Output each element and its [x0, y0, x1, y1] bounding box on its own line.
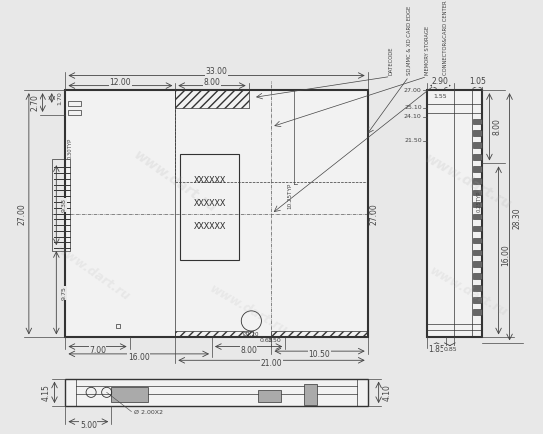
Text: 16.00: 16.00	[501, 244, 510, 266]
Text: 0.85: 0.85	[443, 347, 457, 352]
Text: XXXXXX: XXXXXX	[193, 176, 226, 185]
Text: www.dart.ru: www.dart.ru	[427, 264, 510, 319]
Bar	[68, 101, 81, 106]
Bar	[473, 309, 482, 315]
Bar	[473, 273, 482, 279]
Text: 8.00: 8.00	[493, 118, 501, 135]
Bar	[473, 166, 482, 172]
Bar	[180, 154, 239, 260]
Bar	[473, 285, 482, 291]
Text: 8.00: 8.00	[204, 78, 220, 87]
Text: 1.85: 1.85	[428, 345, 445, 354]
Text: 25.10: 25.10	[404, 105, 422, 110]
Text: 4.15: 4.15	[42, 384, 50, 401]
Text: DATECODE: DATECODE	[388, 46, 393, 75]
Text: MEMORY STORAGE: MEMORY STORAGE	[425, 26, 430, 75]
Text: 0.25TYP: 0.25TYP	[477, 191, 482, 212]
Text: Ø2.20: Ø2.20	[243, 332, 260, 337]
Bar	[473, 214, 482, 219]
Text: 2.50: 2.50	[267, 338, 281, 343]
Text: CONNECTOR&CARD CENTER: CONNECTOR&CARD CENTER	[443, 0, 448, 75]
Text: 2.90: 2.90	[432, 77, 449, 86]
Text: 1.70: 1.70	[58, 91, 62, 105]
Bar	[473, 178, 482, 184]
Text: www.dart.ru: www.dart.ru	[207, 283, 290, 338]
Bar	[473, 190, 482, 195]
Text: www.dart.ru: www.dart.ru	[131, 148, 219, 216]
Bar	[175, 332, 253, 337]
Bar	[473, 131, 482, 136]
Text: 12.00: 12.00	[110, 78, 131, 87]
Bar	[258, 390, 281, 402]
Bar	[473, 118, 482, 124]
Text: 0.65: 0.65	[260, 338, 274, 343]
Text: 8.00: 8.00	[240, 346, 257, 355]
Bar	[473, 237, 482, 243]
Text: 21.00: 21.00	[261, 359, 282, 368]
Text: 16.00: 16.00	[128, 353, 150, 362]
Text: 10.50: 10.50	[309, 350, 331, 359]
Text: www.dart.ru: www.dart.ru	[422, 151, 514, 212]
Text: 1.05: 1.05	[469, 77, 486, 86]
Text: 21.50: 21.50	[404, 138, 422, 143]
Text: 5.00: 5.00	[80, 421, 97, 430]
Text: 24.10: 24.10	[404, 114, 422, 119]
Text: www.dart.ru: www.dart.ru	[53, 243, 132, 304]
Bar	[111, 387, 148, 402]
Text: 1.55: 1.55	[434, 93, 447, 99]
Text: XXXXXX: XXXXXX	[193, 222, 226, 231]
Bar	[427, 90, 482, 337]
Text: Ø 2.00X2: Ø 2.00X2	[134, 409, 163, 414]
Bar	[473, 154, 482, 160]
Text: 27.00: 27.00	[404, 88, 422, 93]
Bar	[304, 384, 317, 404]
Text: SD,MMC & XD CARD EDGE: SD,MMC & XD CARD EDGE	[406, 5, 412, 75]
Text: 9.38: 9.38	[62, 198, 67, 212]
Bar	[52, 160, 70, 251]
Text: 27.00: 27.00	[17, 203, 26, 225]
Text: XXXXXX: XXXXXX	[193, 199, 226, 208]
Text: 9.75: 9.75	[62, 286, 67, 300]
Bar	[473, 297, 482, 302]
Text: 27.00: 27.00	[370, 203, 378, 225]
Bar	[66, 378, 368, 406]
Bar	[116, 324, 121, 328]
Bar	[473, 226, 482, 231]
Bar	[473, 261, 482, 267]
Bar	[68, 110, 81, 115]
Text: 4.10: 4.10	[382, 384, 392, 401]
Text: 2.70: 2.70	[31, 94, 40, 111]
Bar	[473, 142, 482, 148]
Text: 28.30: 28.30	[513, 207, 521, 229]
Bar	[175, 90, 249, 108]
Text: 10.25TYP: 10.25TYP	[287, 182, 292, 209]
Text: 7.00: 7.00	[89, 346, 106, 355]
Bar	[66, 90, 368, 337]
Bar	[473, 250, 482, 255]
Text: 0.30TYP: 0.30TYP	[67, 138, 72, 160]
Bar	[473, 202, 482, 207]
Bar	[272, 332, 368, 337]
Text: 33.00: 33.00	[206, 67, 228, 76]
